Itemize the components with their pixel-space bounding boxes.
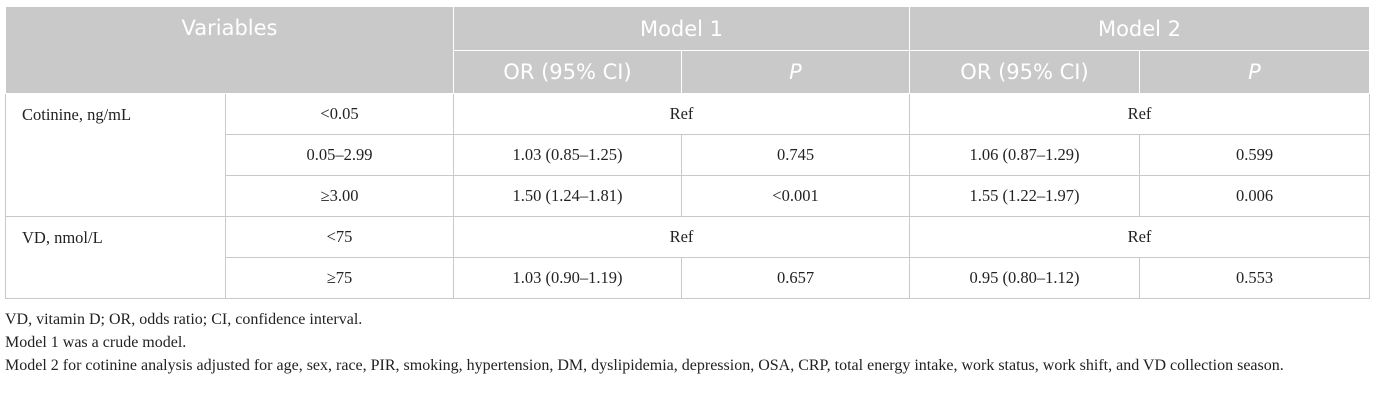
header-model-1: Model 1 bbox=[453, 6, 910, 51]
m2-p-cell: 0.599 bbox=[1139, 134, 1370, 176]
table-body: Cotinine, ng/mL <0.05 Ref Ref 0.05–2.99 … bbox=[5, 93, 1370, 299]
m2-ref-cell: Ref bbox=[909, 216, 1370, 258]
level-cell: <75 bbox=[225, 216, 454, 258]
level-cell: 0.05–2.99 bbox=[225, 134, 454, 176]
m2-or-cell: 0.95 (0.80–1.12) bbox=[909, 257, 1140, 299]
table-row: ≥75 1.03 (0.90–1.19) 0.657 0.95 (0.80–1.… bbox=[6, 257, 1370, 299]
header-m2-or-ci: OR (95% CI) bbox=[909, 50, 1140, 94]
header-model-2: Model 2 bbox=[909, 6, 1370, 51]
m1-or-cell: 1.03 (0.90–1.19) bbox=[453, 257, 682, 299]
odds-ratio-table: Variables Model 1 Model 2 OR (95% CI) P … bbox=[5, 6, 1370, 299]
footnote-abbreviations: VD, vitamin D; OR, odds ratio; CI, confi… bbox=[5, 311, 363, 328]
m2-p-cell: 0.006 bbox=[1139, 175, 1370, 217]
m1-p-cell: 0.657 bbox=[681, 257, 910, 299]
footnote-model-2: Model 2 for cotinine analysis adjusted f… bbox=[5, 357, 1284, 374]
m2-ref-cell: Ref bbox=[909, 93, 1370, 135]
table-row: VD, nmol/L <75 Ref Ref bbox=[5, 216, 1370, 299]
table-header: Variables Model 1 Model 2 OR (95% CI) P … bbox=[5, 6, 1370, 94]
table-row: Cotinine, ng/mL <0.05 Ref Ref bbox=[5, 93, 1370, 217]
footnote-model-1: Model 1 was a crude model. bbox=[5, 334, 187, 351]
header-m2-p: P bbox=[1139, 50, 1370, 94]
table-row: 0.05–2.99 1.03 (0.85–1.25) 0.745 1.06 (0… bbox=[6, 134, 1370, 176]
level-cell: <0.05 bbox=[225, 93, 454, 135]
m2-or-cell: 1.55 (1.22–1.97) bbox=[909, 175, 1140, 217]
m1-or-cell: 1.03 (0.85–1.25) bbox=[453, 134, 682, 176]
header-variables: Variables bbox=[5, 6, 454, 94]
m1-or-cell: 1.50 (1.24–1.81) bbox=[453, 175, 682, 217]
m1-p-cell: 0.745 bbox=[681, 134, 910, 176]
table-footnotes: VD, vitamin D; OR, odds ratio; CI, confi… bbox=[5, 308, 1369, 377]
m1-p-cell: <0.001 bbox=[681, 175, 910, 217]
m2-or-cell: 1.06 (0.87–1.29) bbox=[909, 134, 1140, 176]
m2-p-cell: 0.553 bbox=[1139, 257, 1370, 299]
results-table-container: Variables Model 1 Model 2 OR (95% CI) P … bbox=[5, 6, 1370, 299]
m1-ref-cell: Ref bbox=[453, 216, 910, 258]
table-row: ≥3.00 1.50 (1.24–1.81) <0.001 1.55 (1.22… bbox=[6, 175, 1370, 217]
header-m1-or-ci: OR (95% CI) bbox=[453, 50, 682, 94]
m1-ref-cell: Ref bbox=[453, 93, 910, 135]
header-m1-p: P bbox=[681, 50, 910, 94]
variable-cotinine: Cotinine, ng/mL bbox=[5, 93, 226, 217]
level-cell: ≥3.00 bbox=[225, 175, 454, 217]
level-cell: ≥75 bbox=[225, 257, 454, 299]
variable-vd: VD, nmol/L bbox=[5, 216, 226, 299]
